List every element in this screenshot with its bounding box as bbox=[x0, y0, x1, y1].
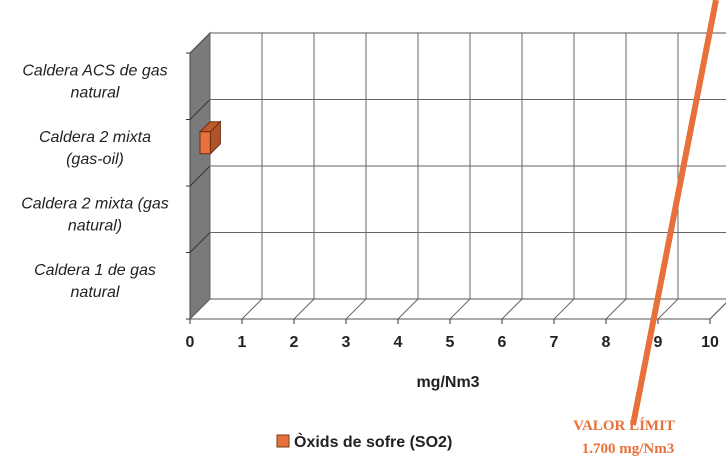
legend-label: Òxids de sofre (SO2) bbox=[294, 432, 452, 451]
x-axis-ticks: 0 1 2 3 4 5 6 7 8 9 10 bbox=[186, 52, 719, 351]
floor-gridline bbox=[605, 298, 627, 320]
category-label-line: natural bbox=[71, 84, 120, 101]
category-label: Caldera 2 mixta (gas natural) bbox=[21, 195, 169, 234]
floor-gridline bbox=[293, 298, 315, 320]
side-gridline bbox=[189, 232, 211, 253]
x-tick-label: 9 bbox=[654, 334, 663, 351]
x-tick-label: 6 bbox=[498, 334, 507, 351]
x-tick-label: 10 bbox=[701, 334, 719, 351]
category-label-line: Caldera 2 mixta (gas bbox=[21, 195, 169, 212]
floor-gridline bbox=[553, 298, 575, 320]
limit-label-line1: VALOR LÍMIT bbox=[573, 417, 675, 434]
category-label-line: Caldera 1 de gas bbox=[34, 262, 156, 279]
floor bbox=[188, 298, 726, 320]
category-label-line: natural bbox=[71, 284, 120, 301]
floor-gridline bbox=[709, 302, 726, 320]
x-tick-label: 1 bbox=[238, 334, 247, 351]
floor-gridline bbox=[241, 298, 263, 320]
legend-swatch bbox=[276, 434, 290, 448]
x-tick-label: 5 bbox=[446, 334, 455, 351]
floor-gridline bbox=[501, 298, 523, 320]
category-label-line: natural) bbox=[68, 217, 122, 234]
chart-walls bbox=[188, 31, 726, 321]
chart-grid bbox=[189, 33, 726, 320]
side-gridline bbox=[189, 99, 211, 120]
legend: Òxids de sofre (SO2) bbox=[276, 432, 452, 451]
category-label: Caldera 1 de gas natural bbox=[34, 262, 156, 301]
floor-gridline bbox=[449, 298, 471, 320]
x-tick-label: 7 bbox=[550, 334, 559, 351]
category-label-line: (gas-oil) bbox=[66, 151, 124, 168]
floor-gridline bbox=[345, 298, 367, 320]
x-tick-label: 3 bbox=[342, 334, 351, 351]
x-tick-label: 2 bbox=[290, 334, 299, 351]
x-axis-title: mg/Nm3 bbox=[416, 374, 479, 391]
x-tick-label: 8 bbox=[602, 334, 611, 351]
category-label-line: Caldera ACS de gas bbox=[22, 62, 167, 79]
limit-line bbox=[630, 0, 719, 426]
floor-gridline bbox=[397, 298, 419, 320]
y-axis-categories: Caldera ACS de gas natural Caldera 2 mixta… bbox=[21, 62, 169, 301]
x-tick-label: 4 bbox=[394, 334, 403, 351]
chart-bars bbox=[198, 120, 222, 155]
bar bbox=[199, 131, 211, 155]
limit-label-line2: 1.700 mg/Nm3 bbox=[582, 441, 675, 457]
category-label: Caldera 2 mixta (gas-oil) bbox=[39, 129, 151, 168]
side-gridline bbox=[189, 165, 211, 187]
category-label: Caldera ACS de gas natural bbox=[22, 62, 167, 101]
floor-gridline bbox=[657, 298, 679, 320]
x-tick-label: 0 bbox=[186, 334, 195, 351]
floor-gridline bbox=[189, 298, 211, 320]
category-label-line: Caldera 2 mixta bbox=[39, 129, 151, 146]
